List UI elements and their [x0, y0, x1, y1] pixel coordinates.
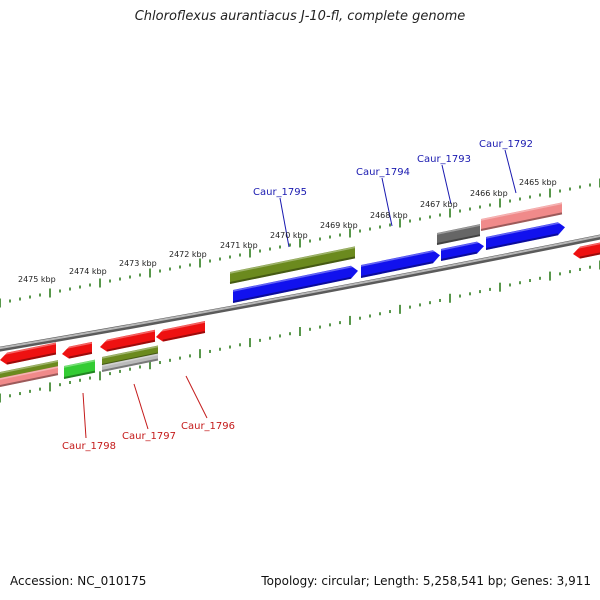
scale-label-2466: 2466 kbp	[470, 189, 508, 198]
gene-caur-1798-gloss	[61, 342, 93, 350]
scale-label-2470: 2470 kbp	[270, 231, 308, 240]
gene-caur-1799-shade	[6, 352, 57, 365]
gene-caur-1798-shade	[68, 351, 93, 359]
gene-caur-1797-shade	[106, 339, 156, 352]
gene-caur-1793-gloss	[440, 240, 485, 251]
gene-caur-1798-green-gloss	[63, 359, 96, 368]
gene-caur-1795-olive-shade	[229, 256, 356, 284]
scale-label-2468: 2468 kbp	[370, 211, 408, 220]
scale-label-2471: 2471 kbp	[220, 241, 258, 250]
gene-edge-red	[573, 242, 600, 259]
genome-backbone	[0, 234, 600, 352]
leader-caur-1797	[133, 383, 149, 430]
gene-caur-1795-olive	[230, 246, 355, 284]
gene-caur-1797	[100, 329, 155, 352]
gene-caur-1798	[62, 341, 92, 359]
gene-label-caur-1796[interactable]: Caur_1796	[181, 421, 235, 432]
gene-caur-1794	[361, 250, 440, 278]
gene-caur-1797-gray-shade	[101, 358, 159, 372]
leader-caur-1792	[504, 149, 517, 194]
scale-label-2475: 2475 kbp	[18, 275, 56, 284]
map-title: Chloroflexus aurantiacus J-10-fl, comple…	[134, 9, 466, 24]
gene-caur-1793-gray-gloss	[436, 224, 481, 235]
leader-caur-1795	[279, 197, 290, 248]
scale-label-2473: 2473 kbp	[119, 259, 157, 268]
gene-caur-1796	[156, 320, 205, 342]
gene-caur-1792-pink-gloss	[480, 202, 563, 221]
gene-caur-1799-pink	[0, 366, 58, 387]
gene-caur-1794-gloss	[360, 249, 441, 267]
gene-caur-1799-gloss	[0, 342, 57, 356]
gene-caur-1792-pink	[481, 202, 562, 231]
leader-caur-1796	[185, 375, 208, 419]
leader-caur-1798	[82, 392, 87, 439]
scale-label-2465: 2465 kbp	[519, 178, 557, 187]
gene-label-caur-1794[interactable]: Caur_1794	[356, 167, 410, 178]
gene-caur-1798-green	[64, 359, 95, 379]
gene-caur-1792-gloss	[485, 221, 566, 239]
genome-summary-text: Topology: circular; Length: 5,258,541 bp…	[261, 574, 591, 588]
gene-caur-1793-gray	[437, 224, 480, 245]
gene-caur-1792-pink-shade	[480, 212, 563, 231]
leader-caur-1793	[441, 164, 452, 205]
gene-caur-1799-pink-shade	[0, 373, 59, 387]
gene-caur-1799-pink-gloss	[0, 366, 59, 380]
gene-caur-1797-olive	[102, 345, 158, 366]
gene-caur-1796-gloss	[155, 321, 206, 333]
gene-caur-1797-gray-gloss	[101, 353, 159, 367]
accession-text: Accession: NC_010175	[10, 574, 147, 588]
gene-caur-1793	[441, 241, 484, 261]
backbone-highlight	[0, 234, 600, 350]
gene-label-caur-1797[interactable]: Caur_1797	[122, 431, 176, 442]
gene-caur-1792-shade	[485, 233, 559, 250]
gene-caur-1794-shade	[360, 261, 434, 278]
gene-caur-1798-green-shade	[63, 370, 96, 379]
leader-caur-1794	[381, 177, 393, 227]
gene-caur-1792	[486, 222, 565, 250]
gene-label-caur-1798[interactable]: Caur_1798	[62, 441, 116, 452]
gene-label-caur-1793[interactable]: Caur_1793	[417, 154, 471, 165]
gene-caur-1795	[233, 265, 358, 303]
gene-caur-1799-olive-gloss	[0, 360, 59, 374]
gene-caur-1797-gray	[102, 353, 158, 372]
gene-caur-1795-olive-gloss	[229, 246, 356, 274]
gene-label-caur-1792[interactable]: Caur_1792	[479, 139, 533, 150]
scale-label-2474: 2474 kbp	[69, 267, 107, 276]
gene-caur-1795-gloss	[232, 264, 359, 292]
gene-caur-1796-shade	[162, 330, 206, 342]
gene-caur-1797-olive-gloss	[101, 345, 159, 359]
lower-scale-ticks	[0, 260, 600, 403]
upper-scale-ticks	[0, 178, 600, 308]
scale-label-2467: 2467 kbp	[420, 200, 458, 209]
gene-caur-1793-shade	[440, 251, 478, 261]
gene-caur-1797-gloss	[99, 329, 156, 343]
gene-edge-red-shade	[579, 252, 600, 259]
gene-caur-1799	[0, 342, 56, 365]
gene-features	[0, 202, 600, 387]
gene-label-caur-1795[interactable]: Caur_1795	[253, 187, 307, 198]
scale-label-2469: 2469 kbp	[320, 221, 358, 230]
gene-caur-1795-shade	[232, 276, 352, 303]
label-leader-lines	[82, 149, 517, 439]
gene-caur-1793-gray-shade	[436, 234, 481, 245]
scale-label-2472: 2472 kbp	[169, 250, 207, 259]
